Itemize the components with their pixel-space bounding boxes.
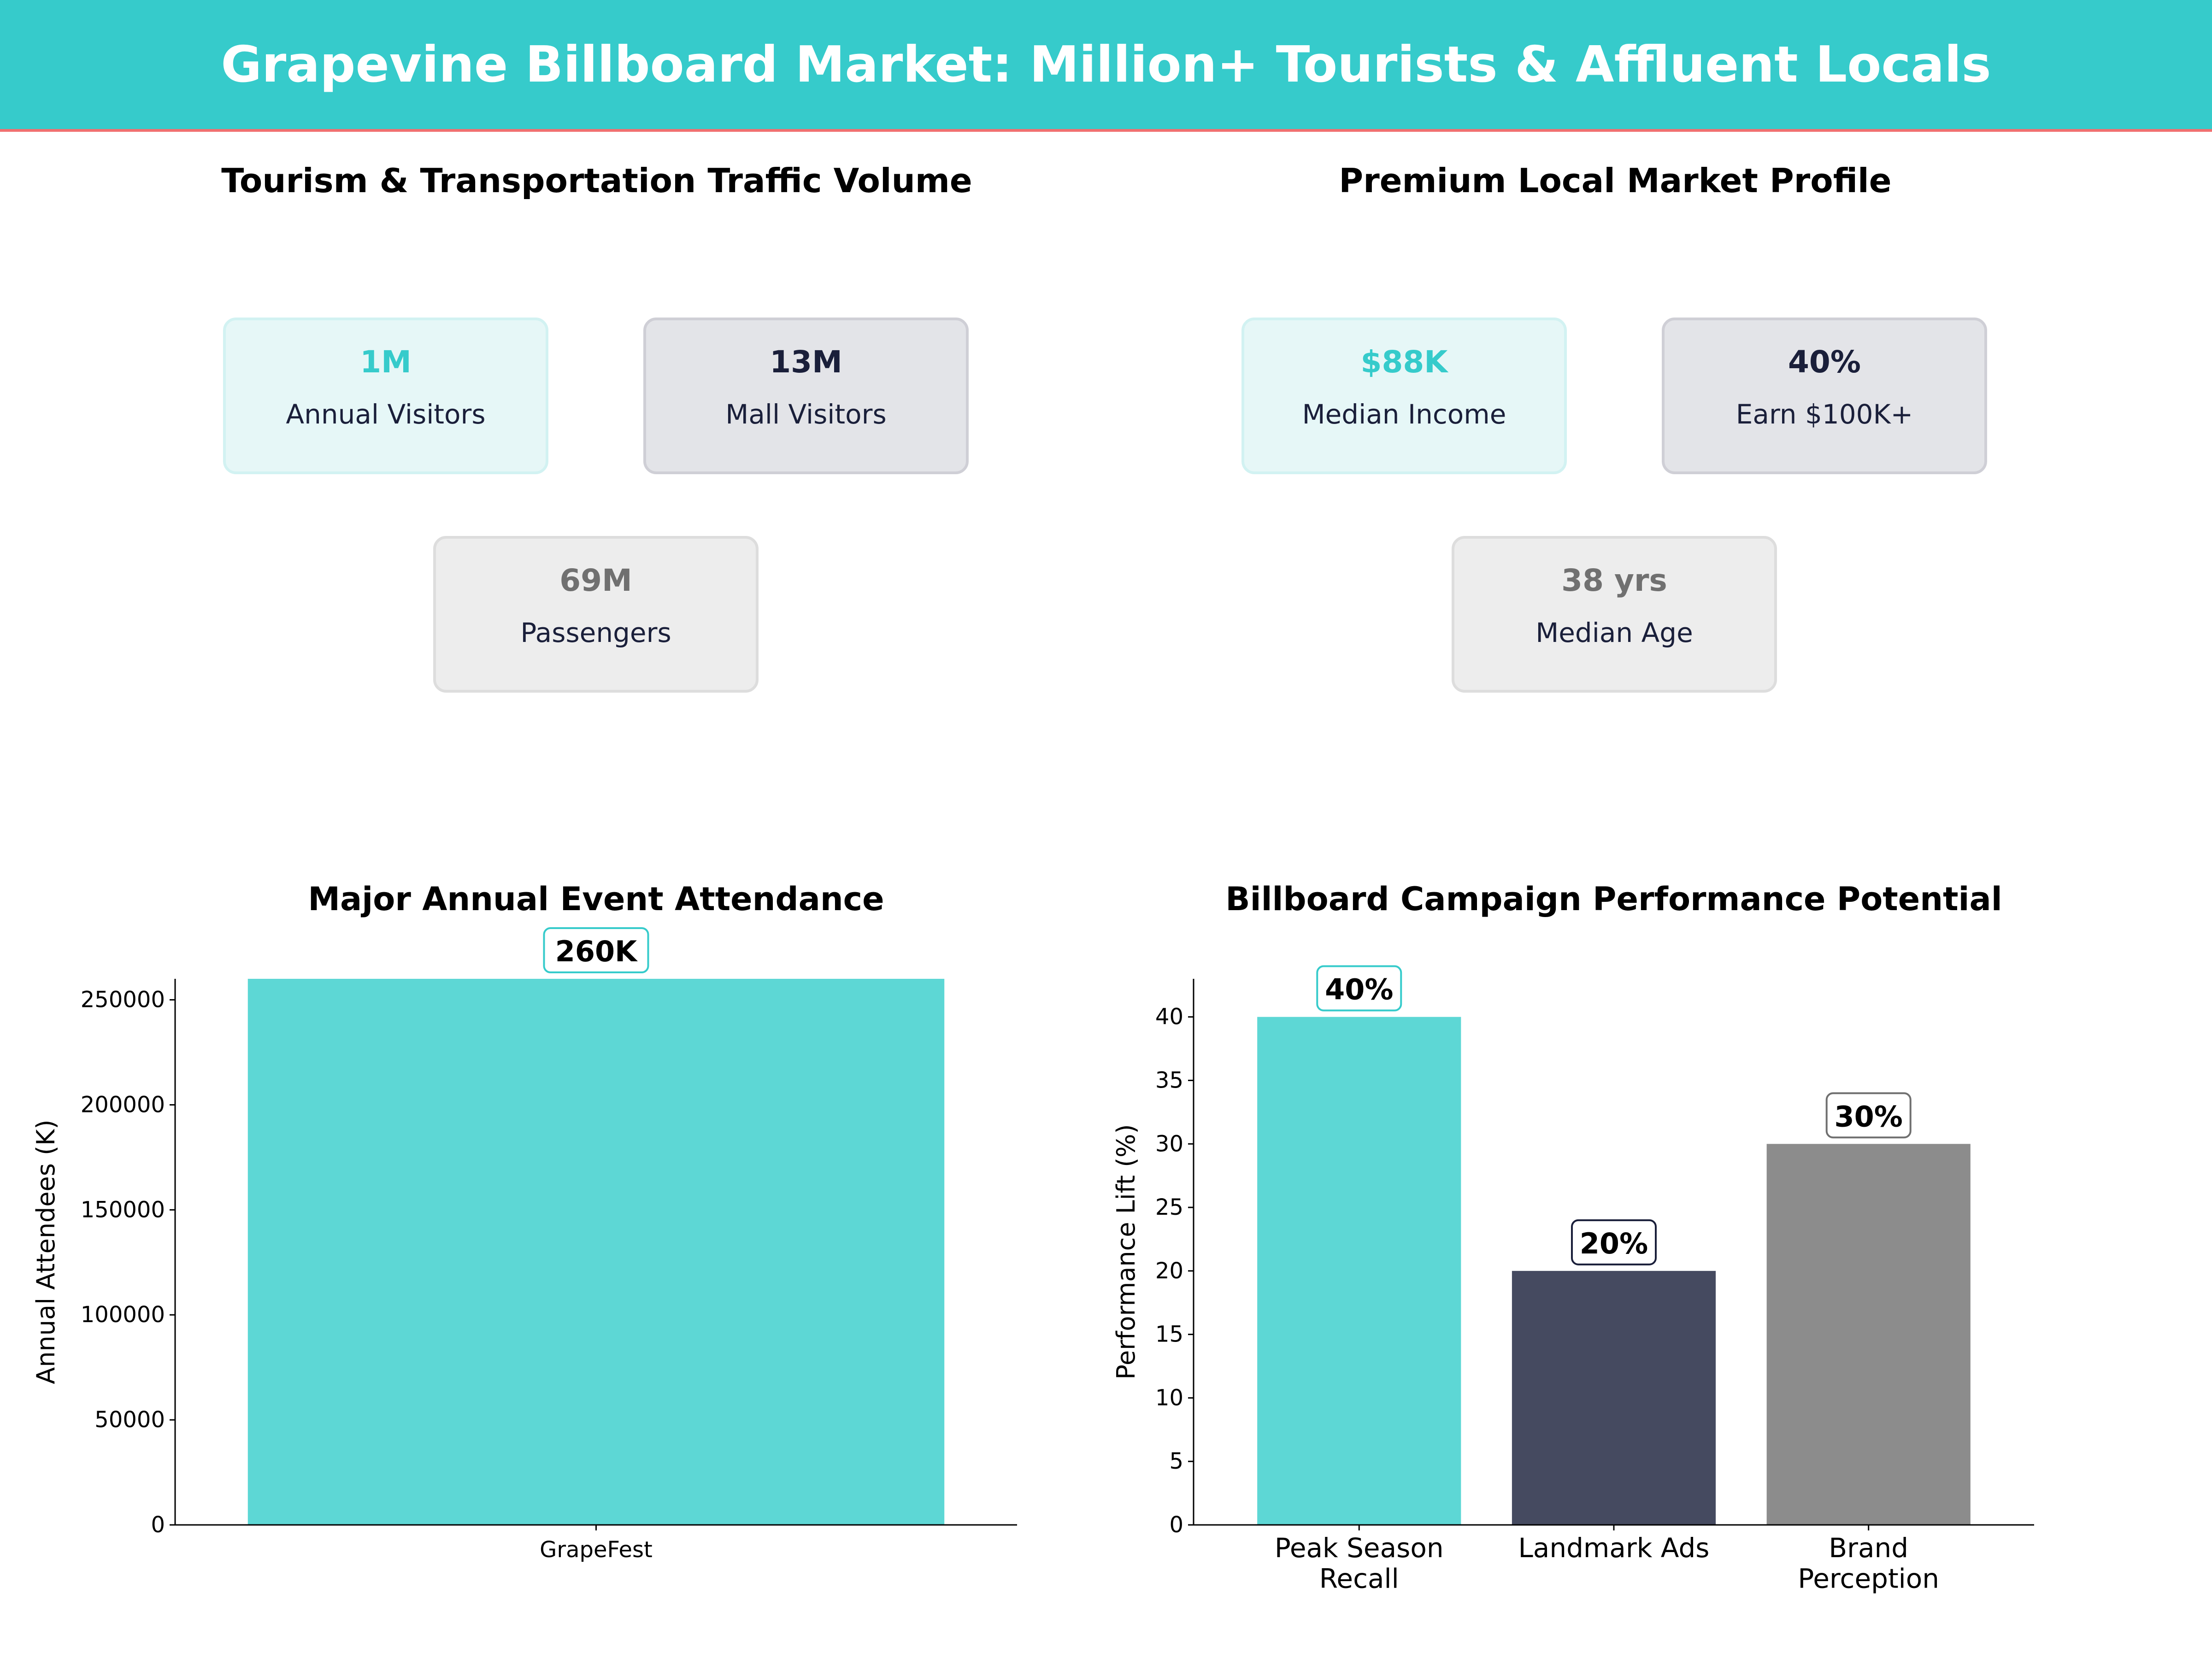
y-axis-label: Annual Attendees (K) xyxy=(31,1119,60,1384)
y-tick-label: 40 xyxy=(1155,1004,1183,1030)
bar xyxy=(1766,1144,1971,1525)
header-banner: Grapevine Billboard Market: Million+ Tou… xyxy=(0,0,2212,132)
local-section-title: Premium Local Market Profile xyxy=(1339,161,1892,200)
data-label: 260K xyxy=(555,935,638,968)
bar xyxy=(1257,1017,1461,1525)
y-tick-label: 30 xyxy=(1155,1131,1183,1157)
y-tick-label: 250000 xyxy=(81,987,165,1013)
chart-1: Billboard Campaign Performance Potential… xyxy=(1112,880,2034,1594)
x-tick-label: Landmark Ads xyxy=(1518,1532,1709,1564)
stat-card-earn-100k: 40% Earn $100K+ xyxy=(1662,318,1987,474)
stat-label: Earn $100K+ xyxy=(1735,399,1913,430)
x-tick-label: GrapeFest xyxy=(540,1537,653,1563)
y-tick-label: 20 xyxy=(1155,1258,1183,1284)
data-label-box xyxy=(1825,1092,1912,1139)
data-label-box xyxy=(1571,1219,1657,1265)
y-tick-label: 15 xyxy=(1155,1322,1183,1347)
stat-value: $88K xyxy=(1360,344,1448,380)
y-tick-label: 100000 xyxy=(81,1302,165,1328)
y-tick-label: 150000 xyxy=(81,1197,165,1223)
stat-card-passengers: 69M Passengers xyxy=(433,536,759,693)
stat-card-mall-visitors: 13M Mall Visitors xyxy=(643,318,969,474)
bar xyxy=(247,979,945,1525)
stat-value: 13M xyxy=(770,344,842,380)
x-tick-label: Peak Season xyxy=(1275,1532,1444,1564)
stat-value: 69M xyxy=(559,563,632,598)
stat-value: 38 yrs xyxy=(1561,563,1667,598)
stat-value: 40% xyxy=(1788,344,1861,380)
chart-title: Major Annual Event Attendance xyxy=(308,880,884,918)
stat-label: Mall Visitors xyxy=(725,399,887,430)
x-tick-label: Perception xyxy=(1798,1563,1939,1594)
stat-card-annual-visitors: 1M Annual Visitors xyxy=(223,318,548,474)
data-label: 40% xyxy=(1325,973,1393,1006)
data-label-box xyxy=(1316,965,1402,1012)
y-axis-label: Performance Lift (%) xyxy=(1112,1124,1141,1379)
tourism-section-title: Tourism & Transportation Traffic Volume xyxy=(221,161,972,200)
y-tick-label: 200000 xyxy=(81,1092,165,1118)
stat-label: Median Income xyxy=(1302,399,1506,430)
data-label: 30% xyxy=(1835,1100,1903,1133)
y-tick-label: 25 xyxy=(1155,1194,1183,1220)
y-tick-label: 5 xyxy=(1169,1448,1183,1474)
y-tick-label: 0 xyxy=(1169,1512,1183,1538)
chart-0: Major Annual Event Attendance 260K GrapeFe… xyxy=(31,880,1017,1563)
data-label: 20% xyxy=(1580,1227,1648,1260)
y-tick-label: 10 xyxy=(1155,1385,1183,1411)
stat-label: Median Age xyxy=(1535,617,1693,648)
y-tick-label: 0 xyxy=(151,1512,165,1538)
page-title: Grapevine Billboard Market: Million+ Tou… xyxy=(221,35,1991,94)
x-tick-label: Brand xyxy=(1829,1532,1908,1564)
stat-card-median-income: $88K Median Income xyxy=(1241,318,1567,474)
y-tick-label: 50000 xyxy=(94,1407,165,1433)
bar xyxy=(1512,1271,1716,1525)
stat-value: 1M xyxy=(360,344,412,380)
data-label-box xyxy=(543,927,649,973)
stat-label: Passengers xyxy=(520,617,671,648)
x-tick-label: Recall xyxy=(1319,1563,1399,1594)
y-tick-label: 35 xyxy=(1155,1067,1183,1093)
stat-label: Annual Visitors xyxy=(286,399,486,430)
chart-title: Billboard Campaign Performance Potential xyxy=(1225,880,2002,918)
stat-card-median-age: 38 yrs Median Age xyxy=(1452,536,1777,693)
